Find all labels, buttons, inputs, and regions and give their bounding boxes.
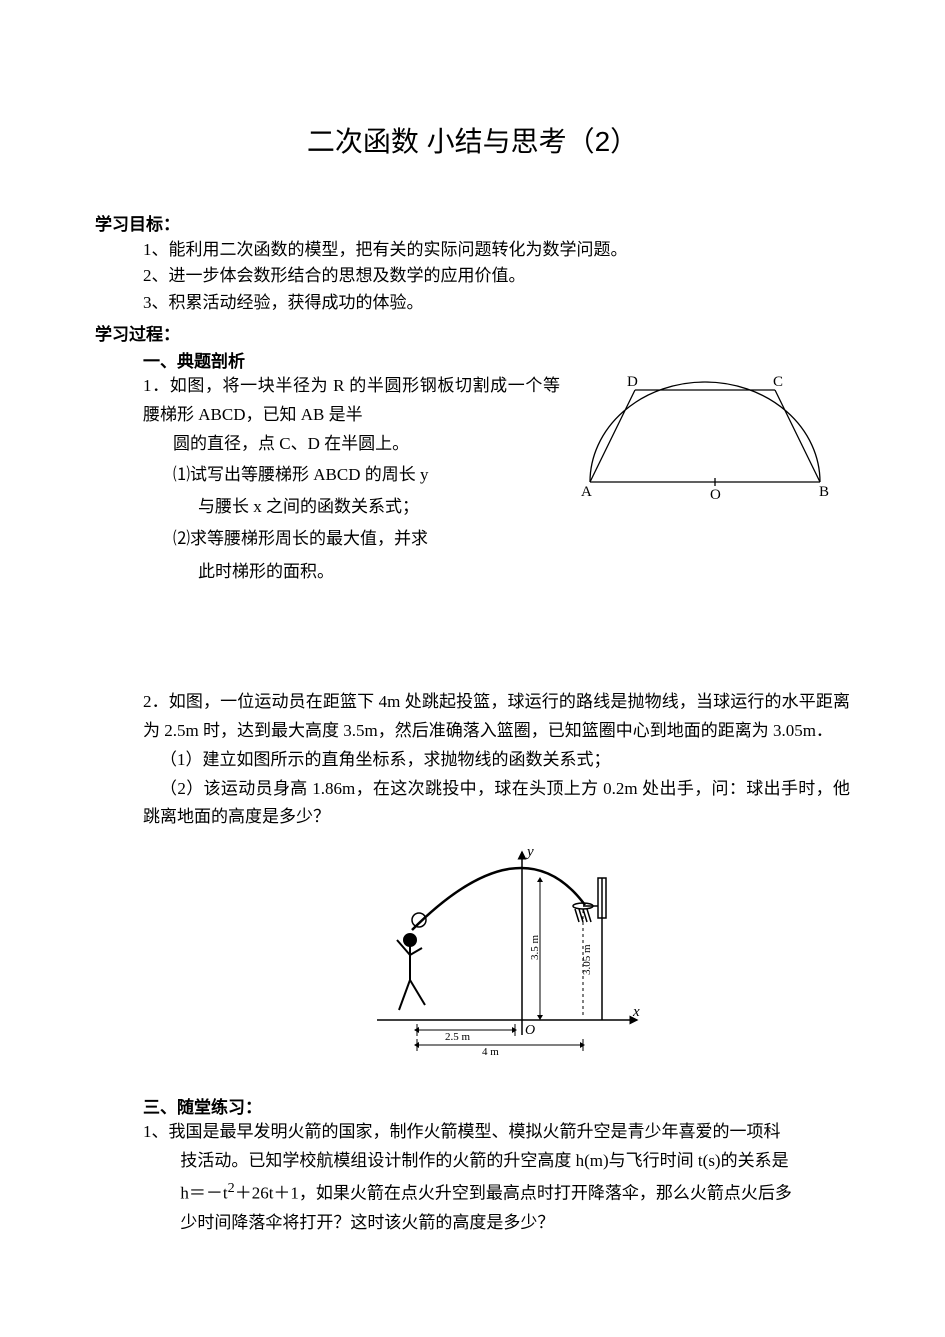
- goals-heading: 学习目标：: [95, 210, 850, 235]
- dim-2-5: 2.5 m: [445, 1031, 471, 1043]
- problem1-text: 1．如图，将一块半径为 R 的半圆形钢板切割成一个等腰梯形 ABCD，已知 AB…: [143, 372, 560, 588]
- dim-3-05: 3.05 m: [581, 944, 593, 975]
- problem2-sub1: （1）建立如图所示的直角坐标系，求抛物线的函数关系式；: [143, 746, 850, 775]
- axis-x-label: x: [632, 1004, 640, 1020]
- label-A: A: [581, 484, 592, 500]
- problem1-sub: ⑵求等腰梯形周长的最大值，并求: [143, 523, 560, 555]
- label-C: C: [773, 374, 783, 390]
- exercise1-line: h＝－t2＋26t＋1，如果火箭在点火升空到最高点时打开降落伞，那么火箭点火后多: [143, 1176, 850, 1209]
- goal-item: 1、能利用二次函数的模型，把有关的实际问题转化为数学问题。: [143, 237, 850, 263]
- label-O: O: [710, 487, 721, 503]
- problem2-figure: y x O 3.5 m 3.05 m 2.5 m 4 m: [143, 840, 850, 1065]
- problem1-sub: 此时梯形的面积。: [143, 556, 560, 588]
- problem1-line: 圆的直径，点 C、D 在半圆上。: [143, 434, 409, 453]
- problem1-sub: 与腰长 x 之间的函数关系式；: [143, 491, 560, 523]
- section3-heading: 三、随堂练习：: [143, 1093, 850, 1118]
- exercise1-text: 1、我国是最早发明火箭的国家，制作火箭模型、模拟火箭升空是青少年喜爱的一项科 技…: [143, 1118, 850, 1237]
- problem1-sub: ⑴试写出等腰梯形 ABCD 的周长 y: [143, 459, 560, 491]
- exercise1-line: 技活动。已知学校航模组设计制作的火箭的升空高度 h(m)与飞行时间 t(s)的关…: [143, 1147, 850, 1176]
- goal-item: 3、积累活动经验，获得成功的体验。: [143, 290, 850, 316]
- exercise1-formula-prefix: h＝－t: [180, 1184, 227, 1203]
- exercise1-formula-suffix: ＋26t＋1，如果火箭在点火升空到最高点时打开降落伞，那么火箭点火后多: [235, 1184, 792, 1203]
- goal-item: 2、进一步体会数形结合的思想及数学的应用价值。: [143, 263, 850, 289]
- exercise1-formula-sup: 2: [228, 1180, 235, 1196]
- page: 二次函数 小结与思考（2） 学习目标： 1、能利用二次函数的模型，把有关的实际问…: [0, 0, 945, 1337]
- label-D: D: [627, 374, 638, 390]
- problem1-line: 1．如图，将一块半径为 R 的半圆形钢板切割成一个等腰梯形 ABCD，已知 AB…: [143, 376, 560, 424]
- problem1-figure: A B D C O: [560, 372, 850, 517]
- process-heading: 学习过程：: [95, 320, 850, 345]
- page-title: 二次函数 小结与思考（2）: [95, 120, 850, 160]
- problem2-para: 2．如图，一位运动员在距篮下 4m 处跳起投篮，球运行的路线是抛物线，当球运行的…: [143, 688, 850, 746]
- exercise1-line: 少时间降落伞将打开？这时该火箭的高度是多少？: [143, 1209, 850, 1238]
- label-B: B: [819, 484, 829, 500]
- axis-y-label: y: [525, 844, 534, 860]
- problem2-sub2: （2）该运动员身高 1.86m，在这次跳投中，球在头顶上方 0.2m 处出手，问…: [143, 775, 850, 833]
- problem2-text: 2．如图，一位运动员在距篮下 4m 处跳起投篮，球运行的路线是抛物线，当球运行的…: [143, 688, 850, 832]
- problem1-block: 1．如图，将一块半径为 R 的半圆形钢板切割成一个等腰梯形 ABCD，已知 AB…: [143, 372, 850, 588]
- exercise1-line: 1、我国是最早发明火箭的国家，制作火箭模型、模拟火箭升空是青少年喜爱的一项科: [143, 1118, 850, 1147]
- section1-heading: 一、典题剖析: [143, 347, 850, 372]
- dim-4: 4 m: [482, 1046, 499, 1058]
- dim-3-5: 3.5 m: [529, 935, 541, 961]
- spacer: [95, 588, 850, 688]
- origin-label: O: [525, 1023, 535, 1038]
